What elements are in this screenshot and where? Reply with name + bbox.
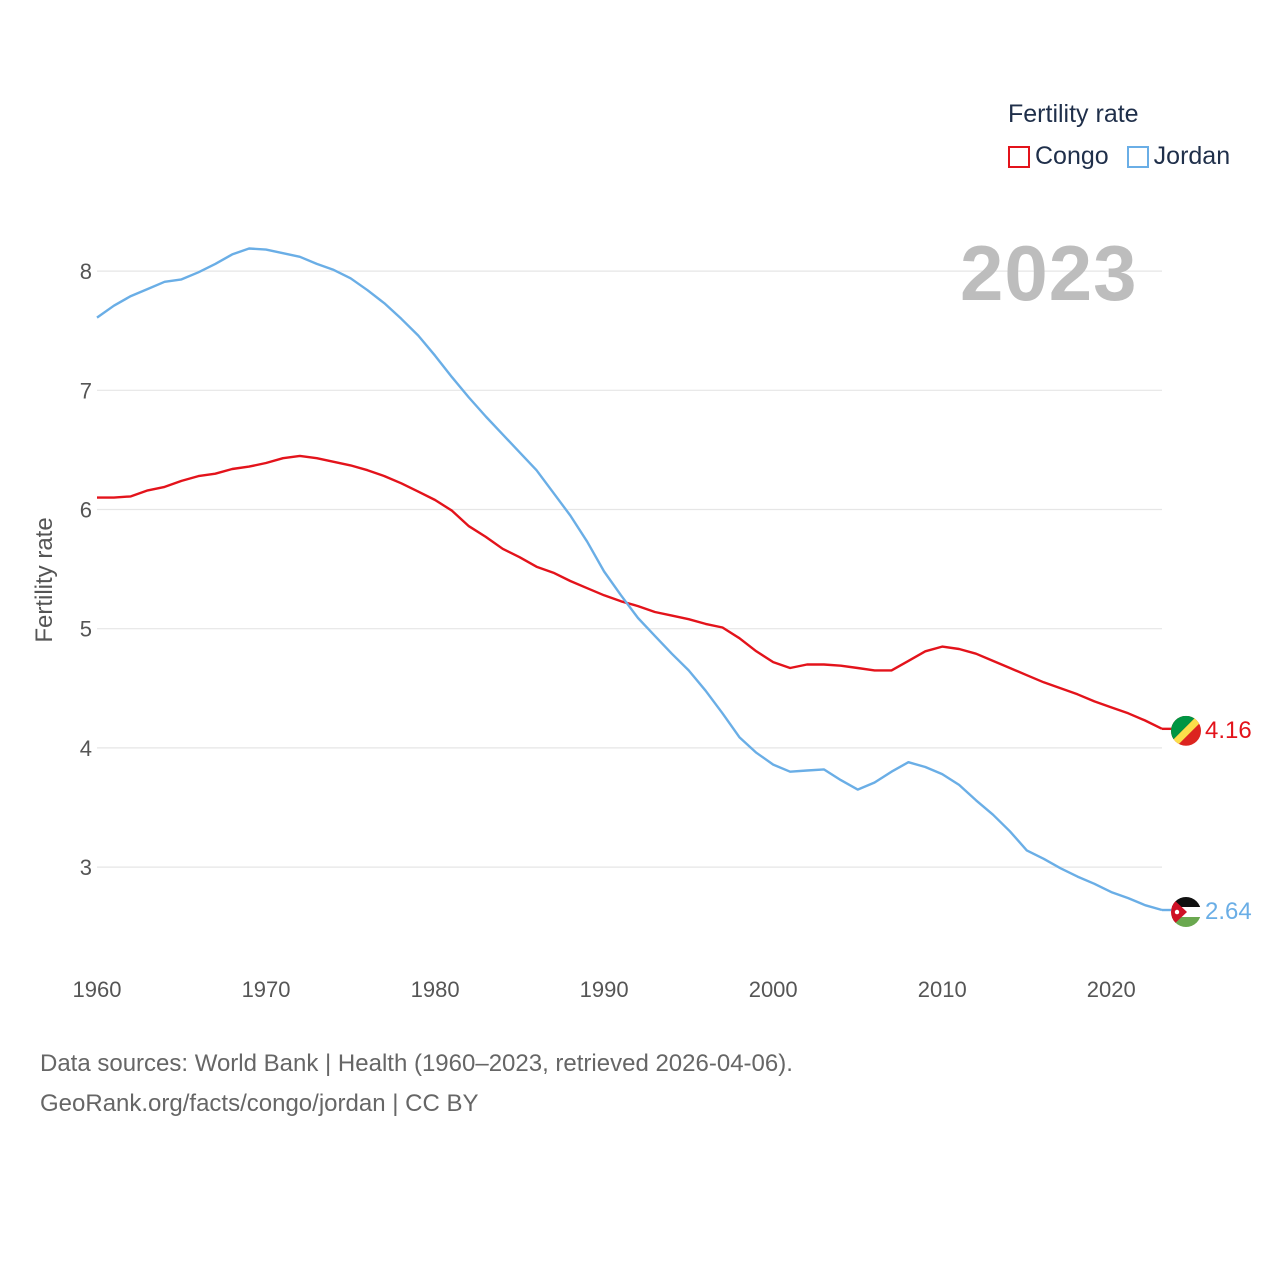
y-tick-label: 6 [80,498,92,523]
congo-flag-icon [1171,715,1201,746]
y-axis-label: Fertility rate [31,517,58,642]
gridlines [97,270,1162,868]
x-tick-label: 1990 [580,977,629,1002]
legend: Congo Jordan [1008,142,1248,171]
y-tick-label: 7 [80,378,92,403]
legend-label-congo: Congo [1035,142,1109,170]
footer: Data sources: World Bank | Health (1960–… [40,1044,793,1124]
y-tick-label: 4 [80,736,92,761]
y-tick-label: 8 [80,259,92,284]
current-year-label: 2023 [960,229,1138,317]
x-tick-label: 1970 [242,977,291,1002]
legend-swatch-jordan [1126,145,1149,168]
legend-title: Fertility rate [1008,100,1139,128]
y-tick-label: 5 [80,617,92,642]
legend-label-jordan: Jordan [1153,142,1231,170]
x-tick-label: 2000 [749,977,798,1002]
series-line-congo[interactable] [97,454,1163,730]
x-tick-label: 1980 [411,977,460,1002]
end-value-label-congo: 4.16 [1205,717,1252,744]
legend-item-jordan[interactable]: Jordan [1126,142,1231,171]
x-axis-ticks: 1960 1970 1980 1990 2000 2010 2020 [73,977,1136,1002]
jordan-flag-icon [1171,897,1201,928]
series-lines [96,247,1163,912]
y-tick-label: 3 [80,855,92,880]
x-tick-label: 2010 [918,977,967,1002]
x-tick-label: 2020 [1087,977,1136,1002]
y-axis-ticks: 3 4 5 6 7 8 [80,259,92,880]
series-line-jordan[interactable] [96,247,1163,912]
legend-swatch-congo [1008,145,1030,168]
end-markers: 4.16 2.64 [1162,715,1252,928]
x-tick-label: 1960 [73,977,122,1002]
source-link[interactable]: GeoRank.org/facts/congo/jordan | CC BY [40,1090,479,1117]
end-value-label-jordan: 2.64 [1205,898,1252,925]
data-source-text: Data sources: World Bank | Health (1960–… [40,1050,793,1077]
legend-item-congo[interactable]: Congo [1008,142,1109,171]
